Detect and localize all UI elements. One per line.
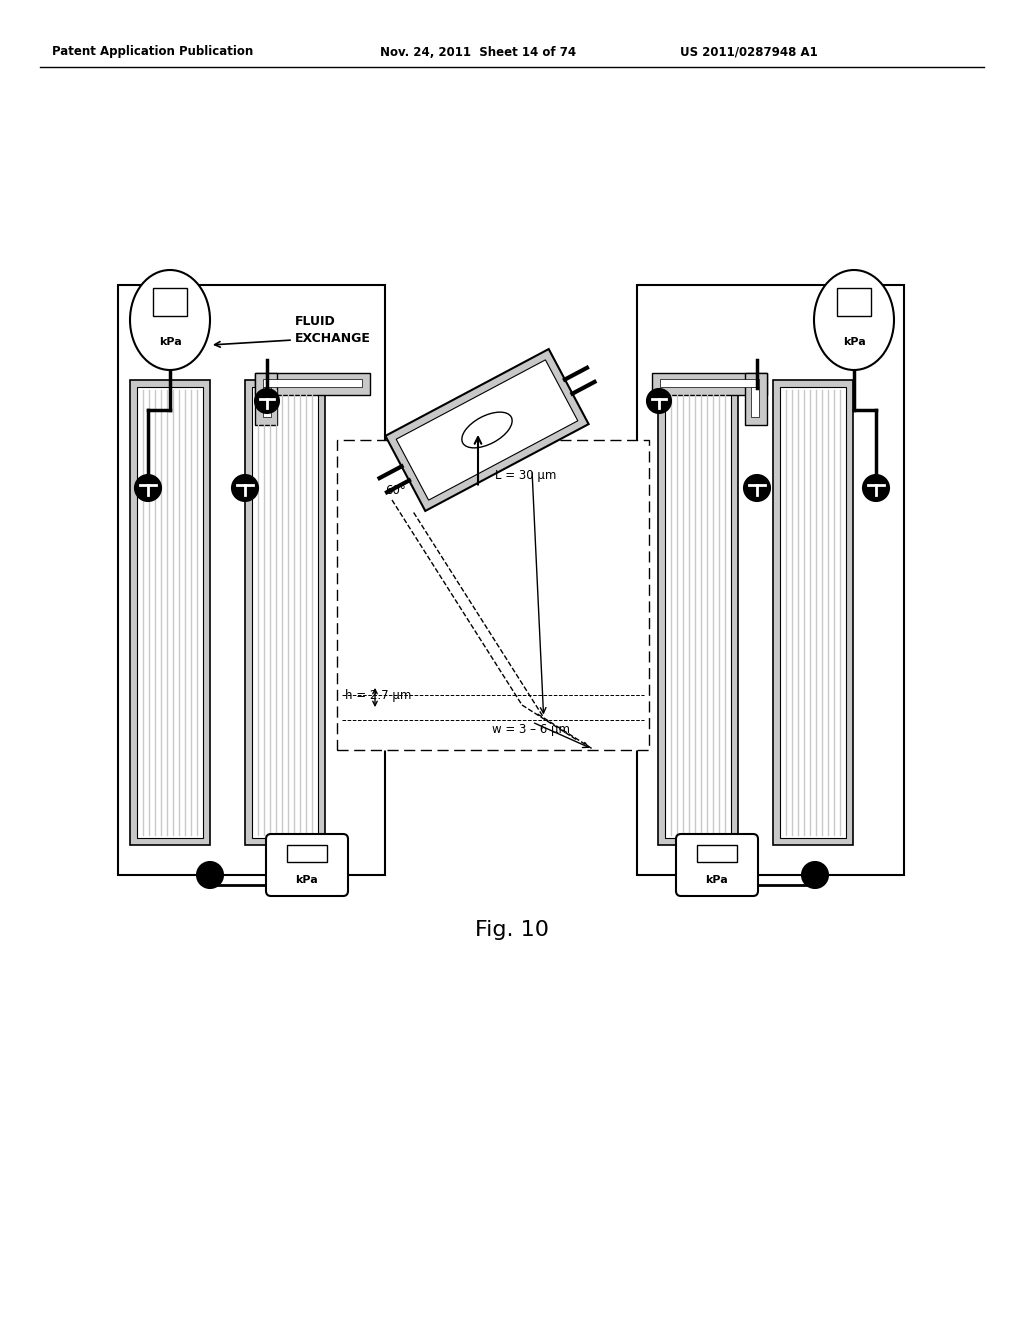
Bar <box>652 374 767 395</box>
Circle shape <box>135 475 161 502</box>
Bar <box>396 360 578 500</box>
Bar <box>385 348 589 511</box>
Text: h = 2.7 μm: h = 2.7 μm <box>345 689 412 701</box>
Text: 60°: 60° <box>385 483 406 496</box>
Bar <box>697 845 737 862</box>
Circle shape <box>802 862 828 888</box>
FancyBboxPatch shape <box>266 834 348 896</box>
Bar <box>337 440 649 750</box>
Text: Patent Application Publication: Patent Application Publication <box>52 45 253 58</box>
Bar <box>637 285 904 875</box>
Circle shape <box>647 389 671 413</box>
Circle shape <box>255 389 279 413</box>
Bar <box>780 387 846 838</box>
Bar <box>263 379 362 387</box>
Bar <box>137 387 203 838</box>
Text: kPa: kPa <box>296 875 318 884</box>
FancyBboxPatch shape <box>676 834 758 896</box>
Bar <box>287 845 327 862</box>
Bar <box>255 374 278 425</box>
Text: w = 3 – 6 μm: w = 3 – 6 μm <box>492 723 570 737</box>
Circle shape <box>232 475 258 502</box>
Bar <box>252 387 318 838</box>
Text: Fig. 10: Fig. 10 <box>475 920 549 940</box>
Bar <box>660 379 759 387</box>
Bar <box>255 374 370 395</box>
Bar <box>745 374 767 425</box>
Text: US 2011/0287948 A1: US 2011/0287948 A1 <box>680 45 818 58</box>
Text: kPa: kPa <box>706 875 728 884</box>
Ellipse shape <box>814 271 894 370</box>
Bar <box>263 387 271 417</box>
Circle shape <box>863 475 889 502</box>
Text: kPa: kPa <box>159 337 181 347</box>
Bar <box>838 288 870 315</box>
Bar <box>658 380 738 845</box>
Bar <box>773 380 853 845</box>
Bar <box>118 285 385 875</box>
Text: Nov. 24, 2011  Sheet 14 of 74: Nov. 24, 2011 Sheet 14 of 74 <box>380 45 577 58</box>
Bar <box>751 387 759 417</box>
Bar <box>154 288 186 315</box>
Bar <box>665 387 731 838</box>
Ellipse shape <box>130 271 210 370</box>
Circle shape <box>197 862 223 888</box>
Text: L = 30 μm: L = 30 μm <box>495 469 556 482</box>
Bar <box>245 380 325 845</box>
Circle shape <box>744 475 770 502</box>
Bar <box>130 380 210 845</box>
Text: FLUID
EXCHANGE: FLUID EXCHANGE <box>295 315 371 345</box>
Text: kPa: kPa <box>843 337 865 347</box>
Ellipse shape <box>462 412 512 447</box>
